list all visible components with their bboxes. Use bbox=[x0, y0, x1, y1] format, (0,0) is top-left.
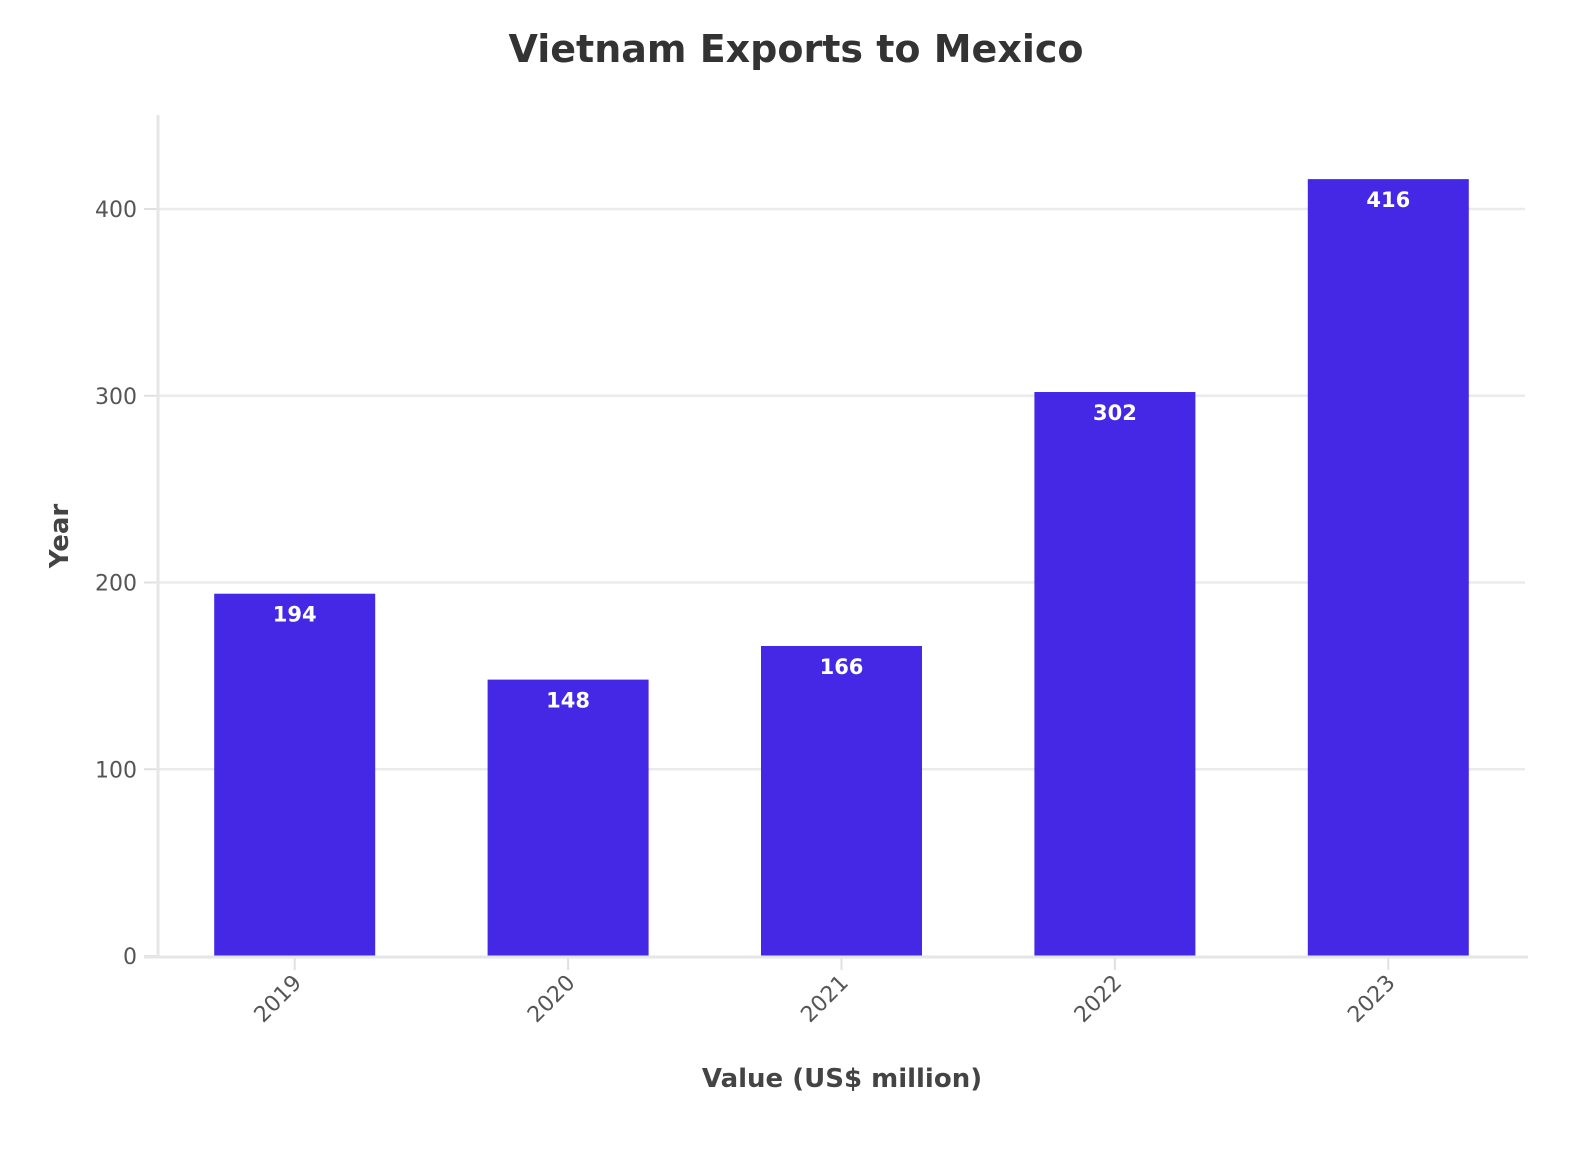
x-tick-label: 2023 bbox=[1343, 971, 1400, 1028]
x-tick-label: 2019 bbox=[250, 971, 307, 1028]
data-label: 194 bbox=[273, 603, 317, 627]
data-label: 416 bbox=[1366, 188, 1410, 212]
bar bbox=[1034, 392, 1196, 956]
bar bbox=[487, 679, 649, 956]
x-tick-label: 2020 bbox=[523, 971, 580, 1028]
x-axis-title: Value (US$ million) bbox=[702, 1064, 982, 1094]
y-axis-title: Year bbox=[45, 504, 75, 570]
x-tick-label: 2022 bbox=[1070, 971, 1127, 1028]
x-tick-label: 2021 bbox=[796, 971, 853, 1028]
bar bbox=[1307, 179, 1469, 956]
data-label: 302 bbox=[1093, 401, 1137, 425]
y-tick-label: 200 bbox=[95, 572, 137, 597]
chart-title: Vietnam Exports to Mexico bbox=[508, 27, 1083, 71]
y-tick-label: 300 bbox=[95, 385, 137, 410]
y-axis-ticks: 0 100 200 300 400 bbox=[95, 198, 158, 970]
bars: 194 148 166 302 416 bbox=[214, 179, 1469, 956]
y-tick-label: 0 bbox=[123, 945, 137, 970]
y-tick-label: 400 bbox=[95, 198, 137, 223]
bar bbox=[214, 593, 376, 956]
x-axis-ticks: 2019 2020 2021 2022 2023 bbox=[250, 957, 1401, 1028]
data-label: 148 bbox=[546, 689, 590, 713]
y-tick-label: 100 bbox=[95, 758, 137, 783]
bar bbox=[761, 645, 922, 956]
data-label: 166 bbox=[820, 655, 864, 679]
